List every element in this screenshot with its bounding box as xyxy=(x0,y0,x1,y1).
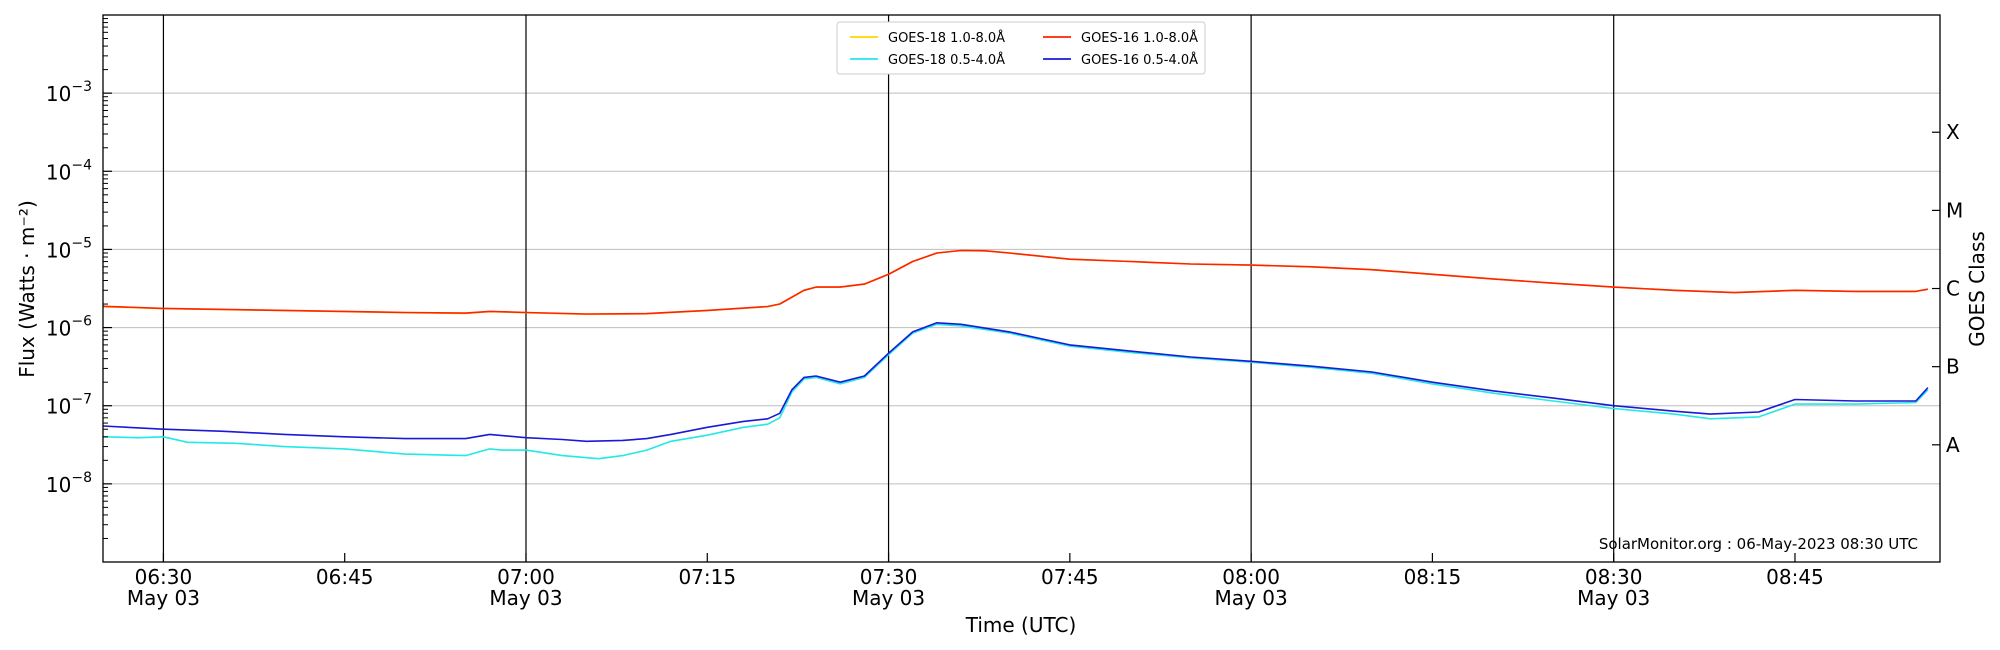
x-tick-date-label: May 03 xyxy=(127,586,200,610)
grid-layer xyxy=(103,92,1940,485)
legend-label: GOES-18 0.5-4.0Å xyxy=(888,52,1005,68)
y-axis-title: Flux (Watts · m⁻²) xyxy=(15,200,39,378)
tick-layer xyxy=(103,18,1940,562)
x-tick-label: 08:00 xyxy=(1222,565,1280,589)
legend-label: GOES-18 1.0-8.0Å xyxy=(888,30,1005,46)
y-tick-label: 10−3 xyxy=(46,79,92,106)
goes-class-label: B xyxy=(1946,355,1960,379)
legend-box xyxy=(836,21,1206,75)
goes-class-label: M xyxy=(1946,198,1963,222)
y-tick-label: 10−6 xyxy=(46,314,92,341)
x-tick-label: 07:30 xyxy=(860,565,918,589)
x-tick-label: 08:15 xyxy=(1404,565,1462,589)
x-tick-date-label: May 03 xyxy=(489,586,562,610)
x-tick-label: 07:45 xyxy=(1041,565,1099,589)
legend-label: GOES-16 0.5-4.0Å xyxy=(1081,52,1198,68)
series-line xyxy=(102,322,1929,443)
x-tick-label: 07:00 xyxy=(497,565,555,589)
goes-class-label: C xyxy=(1946,277,1960,301)
y-tick-label: 10−7 xyxy=(46,392,92,419)
legend: GOES-18 1.0-8.0Å GOES-18 0.5-4.0Å GOES-16 … xyxy=(836,21,1206,75)
y-tick-label: 10−4 xyxy=(46,157,92,184)
x-tick-label: 08:45 xyxy=(1766,565,1824,589)
plot-frame xyxy=(102,14,1941,563)
x-tick-label: 08:30 xyxy=(1585,565,1643,589)
series-line xyxy=(102,323,1929,460)
goes-class-labels: A B C M X xyxy=(1946,120,1963,457)
y-tick-label: 10−5 xyxy=(46,235,92,262)
x-axis-title: Time (UTC) xyxy=(965,613,1077,637)
y-axis-right-title: GOES Class xyxy=(1965,231,1989,347)
x-tick-label: 07:15 xyxy=(678,565,736,589)
x-tick-date-label: May 03 xyxy=(852,586,925,610)
x-tick-label: 06:45 xyxy=(316,565,374,589)
series-line xyxy=(102,249,1929,316)
y-tick-labels: 10−8 10−7 10−6 10−5 10−4 10−3 xyxy=(46,79,92,497)
x-tick-label: 06:30 xyxy=(135,565,193,589)
series-line xyxy=(102,249,1929,315)
x-tick-date-label: May 03 xyxy=(1215,586,1288,610)
y-tick-label: 10−8 xyxy=(46,470,92,497)
vertical-lines-layer xyxy=(162,15,1615,562)
source-annotation: SolarMonitor.org : 06-May-2023 08:30 UTC xyxy=(1599,535,1918,553)
legend-label: GOES-16 1.0-8.0Å xyxy=(1081,30,1198,46)
series-layer xyxy=(102,249,1929,460)
goes-class-label: X xyxy=(1946,120,1960,144)
x-tick-date-label: May 03 xyxy=(1577,586,1650,610)
goes-class-label: A xyxy=(1946,433,1960,457)
